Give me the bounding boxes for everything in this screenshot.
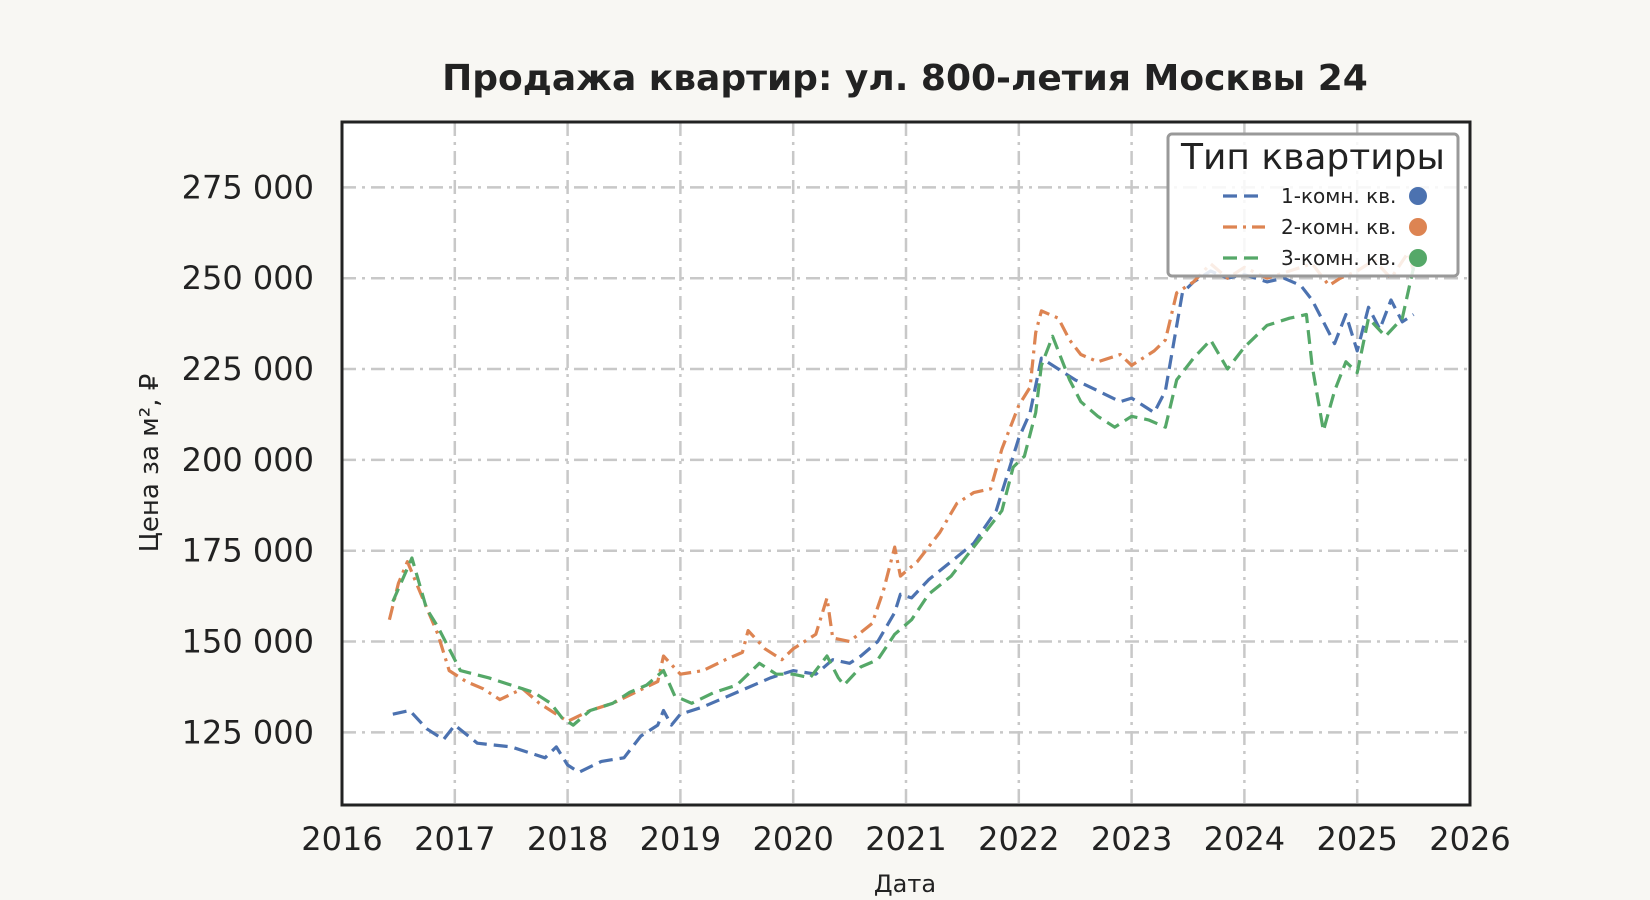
legend-entry-label: 1-комн. кв. [1281, 184, 1396, 208]
x-tick-label: 2024 [1204, 820, 1285, 858]
series-line-3 [391, 266, 1416, 727]
x-tick-label: 2025 [1316, 820, 1397, 858]
legend-title: Тип квартиры [1180, 137, 1445, 178]
x-tick-label: 2020 [752, 820, 833, 858]
y-tick-label: 250 000 [182, 259, 314, 297]
x-tick-label: 2016 [301, 820, 382, 858]
legend-marker [1409, 187, 1427, 205]
x-tick-label: 2017 [414, 820, 495, 858]
y-tick-label: 150 000 [182, 623, 314, 661]
chart-title: Продажа квартир: ул. 800-летия Москвы 24 [442, 58, 1368, 99]
legend-entry-label: 3-комн. кв. [1281, 246, 1396, 270]
y-tick-label: 225 000 [182, 350, 314, 388]
series-line-2 [387, 251, 1416, 723]
legend-entry-label: 2-комн. кв. [1281, 215, 1396, 239]
y-tick-label: 175 000 [182, 532, 314, 570]
series-line-1 [392, 269, 1415, 774]
y-axis-label: Цена за м², ₽ [135, 374, 165, 553]
y-tick-label: 200 000 [182, 441, 314, 479]
axis-ticks: 2016 2017 2018 2019 2020 2021 2022 2023 2024 2025… [182, 168, 1511, 858]
legend: Тип квартиры 1-комн. кв. 2-комн. кв. 3-ком… [1166, 132, 1460, 278]
legend-marker [1409, 249, 1427, 267]
y-tick-label: 275 000 [182, 168, 314, 206]
legend-marker [1409, 218, 1427, 236]
x-tick-label: 2023 [1091, 820, 1172, 858]
series-lines [387, 251, 1416, 774]
y-tick-label: 125 000 [182, 713, 314, 751]
legend-box [1166, 132, 1460, 278]
x-tick-label: 2021 [865, 820, 946, 858]
x-tick-label: 2019 [640, 820, 721, 858]
x-axis-label: Дата [874, 870, 936, 898]
plot-frame [340, 120, 1472, 807]
x-tick-label: 2026 [1429, 820, 1510, 858]
x-tick-label: 2018 [527, 820, 608, 858]
x-tick-label: 2022 [978, 820, 1059, 858]
